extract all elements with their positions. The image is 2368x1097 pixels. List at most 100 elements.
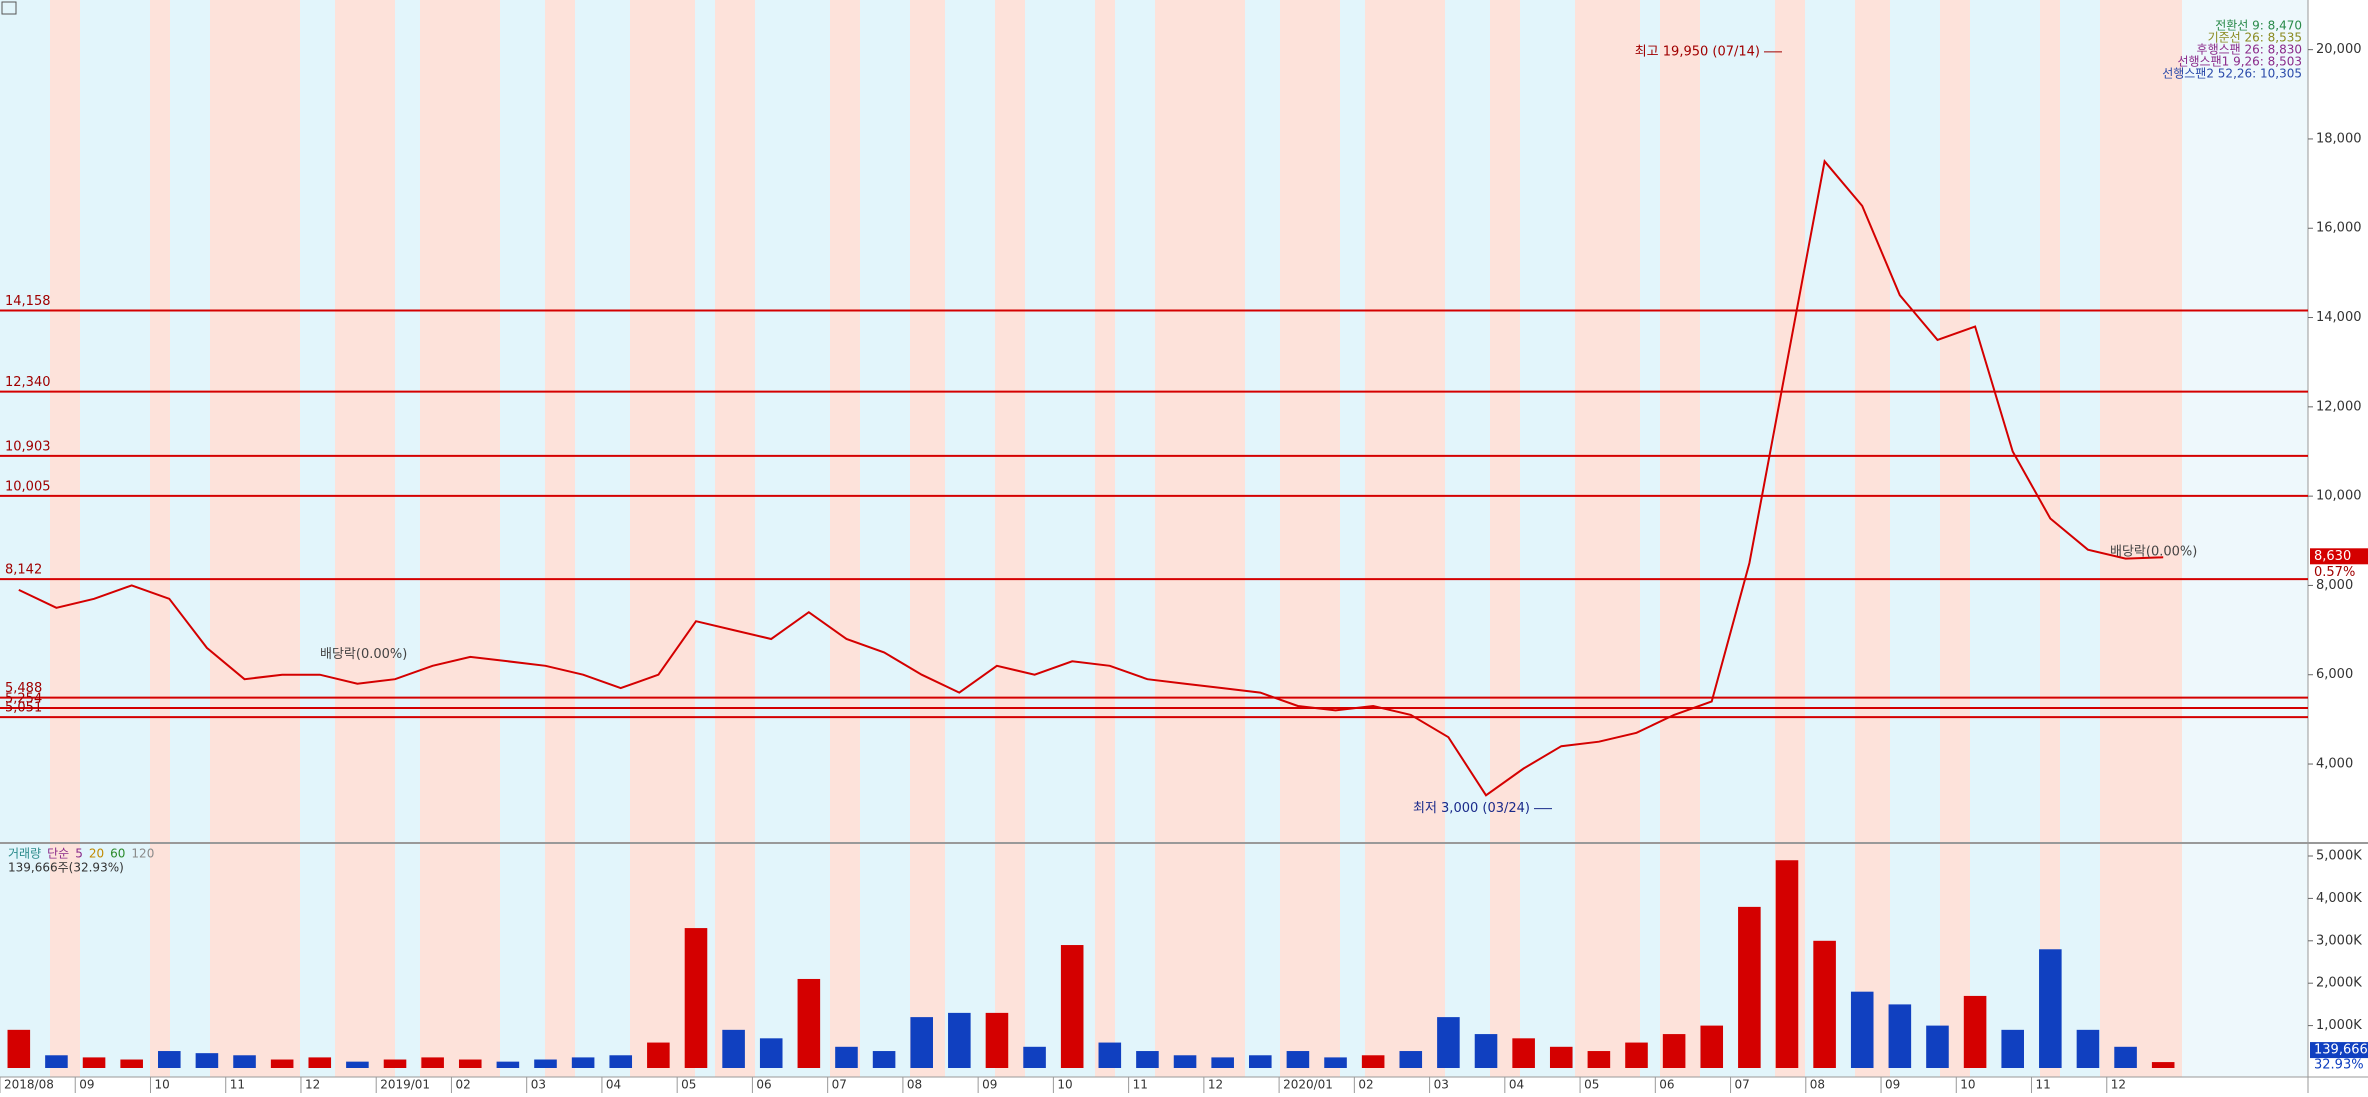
background-stripe bbox=[1095, 0, 1115, 1077]
y-tick-label: 3,000K bbox=[2316, 933, 2362, 948]
background-stripe bbox=[395, 0, 420, 1077]
background-stripe bbox=[150, 0, 170, 1077]
y-tick-label: 16,000 bbox=[2316, 221, 2362, 236]
price-line bbox=[18, 159, 2164, 797]
volume-bar bbox=[2114, 1046, 2137, 1068]
volume-bar bbox=[534, 1059, 557, 1068]
volume-bar bbox=[1738, 906, 1761, 1068]
volume-bar bbox=[2001, 1029, 2024, 1068]
horizontal-line-label: 12,340 bbox=[5, 375, 51, 390]
x-tick-label: 11 bbox=[1133, 1078, 1148, 1092]
volume-bar bbox=[1850, 991, 1874, 1068]
annotation: 최저 3,000 (03/24) bbox=[1413, 801, 1530, 816]
change-label: 0.57% bbox=[2314, 565, 2355, 580]
volume-bar bbox=[120, 1059, 143, 1068]
volume-legend-entry: 5 bbox=[75, 847, 83, 861]
event-label: 배당락(0.00%) bbox=[320, 647, 407, 662]
x-tick-label: 12 bbox=[1208, 1078, 1223, 1092]
volume-bar bbox=[233, 1055, 256, 1068]
volume-bar bbox=[722, 1029, 745, 1068]
volume-bar bbox=[910, 1017, 933, 1068]
horizontal-line-label: 10,903 bbox=[5, 439, 51, 454]
background-stripe bbox=[1640, 0, 1660, 1077]
volume-bar bbox=[2076, 1029, 2100, 1068]
volume-bar bbox=[270, 1059, 294, 1068]
event-label: 배당락(0.00%) bbox=[2110, 544, 2197, 559]
horizontal-line-label: 5,488 bbox=[5, 681, 42, 696]
x-tick-label: 10 bbox=[1960, 1078, 1975, 1092]
x-tick-label: 2018/08 bbox=[4, 1078, 54, 1092]
background-stripe bbox=[500, 0, 545, 1077]
background-stripe bbox=[1660, 0, 1700, 1077]
background-stripe bbox=[1575, 0, 1640, 1077]
x-tick-label: 04 bbox=[606, 1078, 621, 1092]
background-stripe bbox=[1365, 0, 1445, 1077]
x-tick-label: 09 bbox=[1885, 1078, 1900, 1092]
volume-bar bbox=[1211, 1057, 1234, 1068]
volume-bar bbox=[835, 1046, 858, 1068]
x-tick-label: 08 bbox=[907, 1078, 922, 1092]
volume-bar bbox=[1286, 1051, 1310, 1068]
background-stripe bbox=[170, 0, 210, 1077]
background-stripe bbox=[1700, 0, 1775, 1077]
background-stripe bbox=[545, 0, 575, 1077]
x-tick-label: 07 bbox=[1735, 1078, 1750, 1092]
volume-bar bbox=[1060, 945, 1084, 1068]
background-stripe bbox=[1855, 0, 1890, 1077]
volume-bar bbox=[1437, 1017, 1460, 1068]
volume-bar bbox=[1700, 1025, 1724, 1068]
volume-bar bbox=[1474, 1034, 1498, 1068]
background-stripe bbox=[715, 0, 755, 1077]
volume-bar bbox=[684, 928, 708, 1068]
background-stripe bbox=[945, 0, 995, 1077]
x-tick-label: 06 bbox=[1659, 1078, 1674, 1092]
background-stripe bbox=[1280, 0, 1340, 1077]
x-tick-label: 12 bbox=[305, 1078, 320, 1092]
volume-bar bbox=[1662, 1034, 1686, 1068]
price-tag-label: 8,630 bbox=[2314, 549, 2351, 564]
background-stripe bbox=[335, 0, 395, 1077]
volume-bar bbox=[1926, 1025, 1949, 1068]
background-stripe bbox=[1805, 0, 1855, 1077]
y-tick-label: 12,000 bbox=[2316, 399, 2362, 414]
volume-bar bbox=[1249, 1055, 1272, 1068]
background-stripe bbox=[910, 0, 945, 1077]
y-tick-label: 10,000 bbox=[2316, 489, 2362, 504]
y-tick-label: 20,000 bbox=[2316, 42, 2362, 57]
menu-icon[interactable] bbox=[1, 1, 17, 15]
volume-bar bbox=[1361, 1055, 1385, 1068]
volume-bar bbox=[421, 1057, 444, 1068]
y-tick-label: 1,000K bbox=[2316, 1018, 2362, 1033]
x-tick-label: 03 bbox=[531, 1078, 546, 1092]
y-tick-label: 4,000K bbox=[2316, 891, 2362, 906]
x-tick-label: 09 bbox=[982, 1078, 997, 1092]
background-stripe bbox=[1890, 0, 1940, 1077]
x-tick-label: 10 bbox=[154, 1078, 169, 1092]
horizontal-line-label: 10,005 bbox=[5, 479, 51, 494]
volume-legend-entry: 120 bbox=[131, 847, 154, 861]
volume-bar bbox=[1136, 1051, 1159, 1068]
x-tick-label: 09 bbox=[79, 1078, 94, 1092]
x-tick-label: 10 bbox=[1057, 1078, 1072, 1092]
legend-entry: 기준선 26: 8,535 bbox=[2208, 31, 2302, 45]
horizontal-line-label: 8,142 bbox=[5, 563, 42, 578]
y-tick-label: 6,000 bbox=[2316, 667, 2353, 682]
background-stripe bbox=[755, 0, 830, 1077]
volume-tag-label: 139,666 bbox=[2314, 1043, 2368, 1058]
volume-legend-entry: 단순 bbox=[47, 847, 69, 861]
volume-tag bbox=[2310, 1042, 2368, 1059]
background-stripe bbox=[80, 0, 150, 1077]
background-stripe bbox=[1490, 0, 1520, 1077]
background-stripe bbox=[2040, 0, 2060, 1077]
volume-legend-entry: 20 bbox=[89, 847, 104, 861]
background-stripe bbox=[1940, 0, 1970, 1077]
volume-bar bbox=[872, 1051, 896, 1068]
background-stripe bbox=[50, 0, 80, 1077]
volume-bar bbox=[458, 1059, 482, 1068]
background-stripe bbox=[1115, 0, 1155, 1077]
volume-summary: 139,666주(32.93%) bbox=[8, 861, 124, 875]
horizontal-line-label: 5,254 bbox=[5, 692, 42, 707]
background-stripe bbox=[575, 0, 630, 1077]
x-tick-label: 2019/01 bbox=[380, 1078, 430, 1092]
